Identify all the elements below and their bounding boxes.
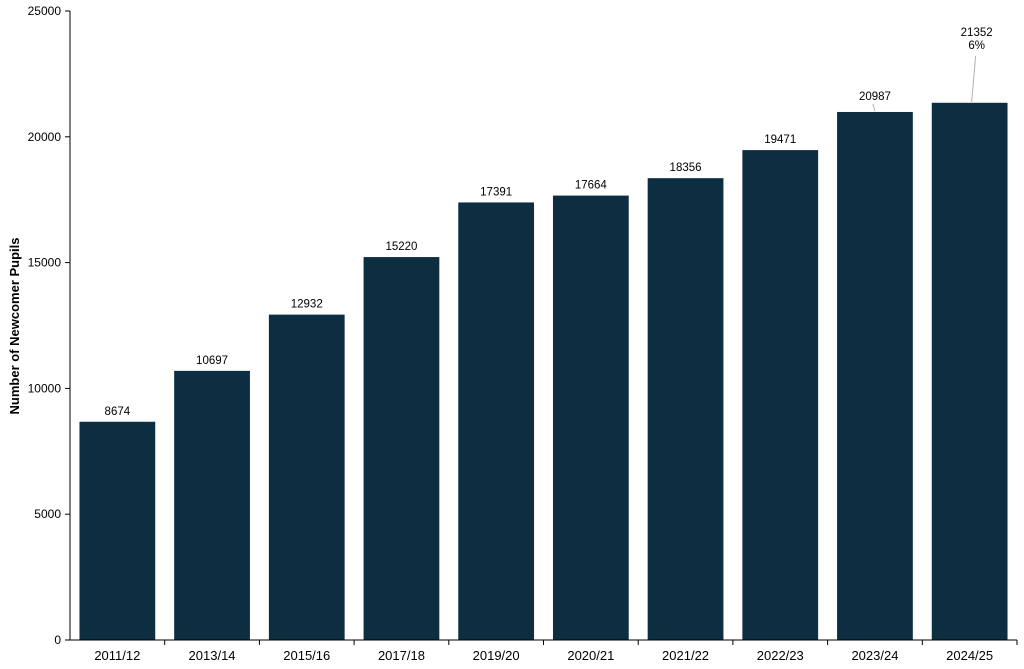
- x-tick-label: 2017/18: [378, 648, 425, 663]
- y-tick-label: 15000: [28, 256, 62, 270]
- x-axis-tick-labels: 2011/12 2013/14 2015/16 2017/18 2019/20 2020/…: [94, 640, 1018, 663]
- bar: [174, 370, 250, 640]
- x-tick-label: 2015/16: [283, 648, 330, 663]
- bar-value-label: 17391: [480, 186, 512, 198]
- bar: [268, 314, 345, 640]
- y-axis-ticks: 0 5000 10000 15000 20000 25000: [28, 4, 70, 647]
- bar: [363, 257, 440, 640]
- bar: [458, 202, 535, 640]
- bar-value-label: 12932: [291, 299, 323, 311]
- bar-value-label: 8674: [105, 406, 131, 418]
- bar: [931, 102, 1008, 640]
- bar: [647, 178, 724, 641]
- y-tick-label: 20000: [28, 130, 62, 144]
- bar-value-label: 19471: [764, 134, 796, 146]
- y-tick-label: 25000: [28, 4, 62, 18]
- y-axis-label: Number of Newcomer Pupils: [7, 238, 22, 415]
- bar: [837, 111, 913, 640]
- label-leader-line: [971, 55, 977, 102]
- bars: [79, 102, 1008, 641]
- bar: [552, 195, 629, 640]
- x-tick-label: 2011/12: [94, 648, 140, 663]
- y-tick-label: 5000: [34, 507, 61, 521]
- bar-value-labels: 8674 10697 12932 15220 17391 17664 18356 19471 2…: [105, 27, 993, 418]
- bar-percent-annotation: 6%: [968, 40, 985, 52]
- y-tick-label: 0: [54, 633, 61, 647]
- bar-value-label: 10697: [196, 355, 228, 367]
- x-tick-label: 2019/20: [473, 648, 520, 663]
- x-tick-label: 2024/25: [946, 648, 993, 663]
- bar: [79, 421, 156, 640]
- bar-value-label: 20987: [859, 91, 891, 103]
- x-tick-label: 2022/23: [757, 648, 804, 663]
- bar-value-label: 17664: [575, 180, 608, 192]
- x-tick-label: 2020/21: [567, 648, 614, 663]
- x-tick-label: 2023/24: [851, 648, 898, 663]
- y-tick-label: 10000: [28, 381, 62, 395]
- bar: [742, 150, 819, 641]
- x-tick-label: 2013/14: [189, 648, 236, 663]
- label-leader-line: [872, 103, 876, 112]
- bar-value-label: 15220: [385, 241, 417, 253]
- bar-value-label: 18356: [670, 162, 702, 174]
- x-tick-label: 2021/22: [662, 648, 709, 663]
- bar-value-label: 21352: [961, 27, 993, 39]
